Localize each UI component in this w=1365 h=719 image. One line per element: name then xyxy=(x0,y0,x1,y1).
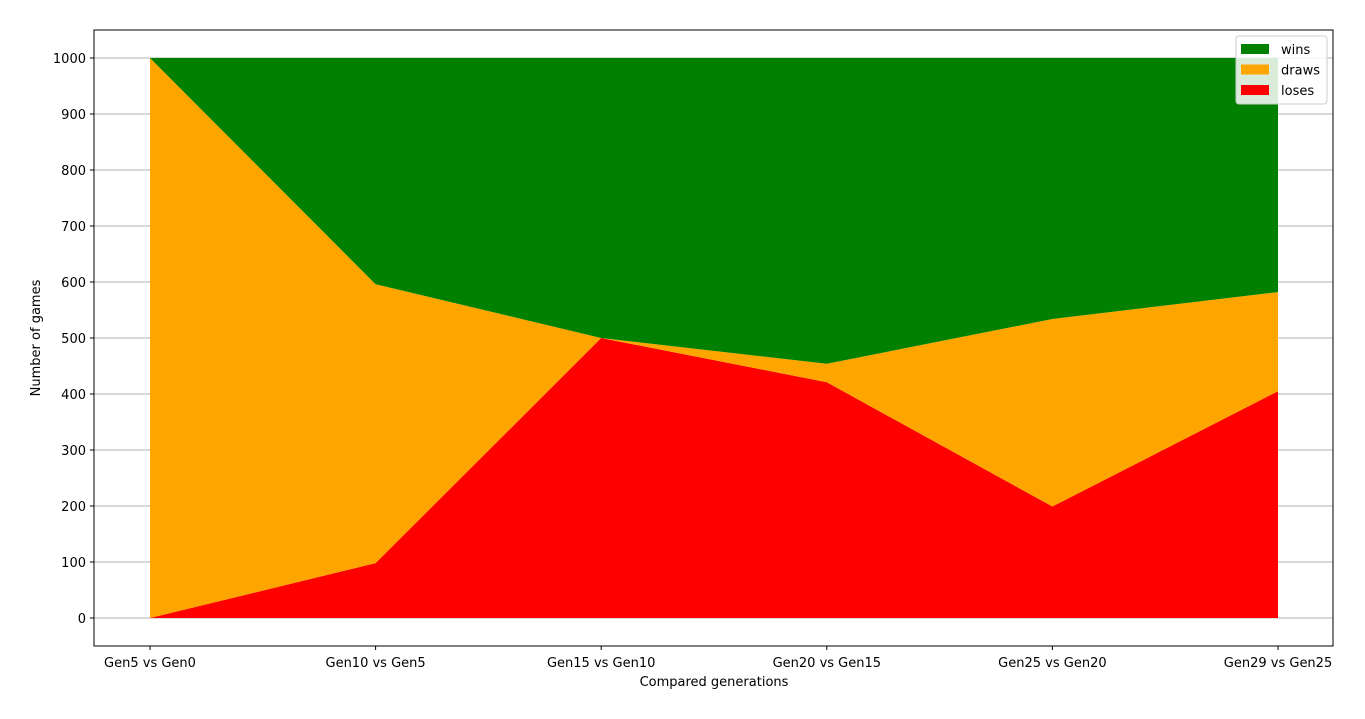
x-tick-label: Gen20 vs Gen15 xyxy=(773,656,881,671)
y-tick-label: 0 xyxy=(78,612,86,627)
y-tick-label: 500 xyxy=(61,332,86,347)
x-axis-title: Compared generations xyxy=(640,675,789,690)
area-series xyxy=(150,58,1278,618)
y-tick-label: 400 xyxy=(61,388,86,403)
legend-swatch-loses xyxy=(1241,85,1269,95)
y-axis: 0 100 200 300 400 500 600 700 800 900 1000 xyxy=(53,52,94,627)
x-tick-label: Gen5 vs Gen0 xyxy=(104,656,196,671)
legend: wins draws loses xyxy=(1235,35,1328,105)
x-tick-label: Gen10 vs Gen5 xyxy=(326,656,426,671)
area-wins xyxy=(150,58,1278,364)
y-tick-label: 200 xyxy=(61,500,86,515)
y-tick-label: 300 xyxy=(61,444,86,459)
y-axis-title: Number of games xyxy=(29,279,44,396)
y-tick-label: 600 xyxy=(61,276,86,291)
x-tick-label: Gen25 vs Gen20 xyxy=(998,656,1106,671)
x-axis: Gen5 vs Gen0 Gen10 vs Gen5 Gen15 vs Gen10 G… xyxy=(104,646,1332,671)
area-draws xyxy=(150,58,1278,618)
y-tick-label: 800 xyxy=(61,164,86,179)
x-tick-label: Gen29 vs Gen25 xyxy=(1224,656,1332,671)
legend-label-wins: wins xyxy=(1281,43,1310,58)
y-tick-label: 1000 xyxy=(53,52,86,67)
y-tick-label: 900 xyxy=(61,108,86,123)
legend-label-draws: draws xyxy=(1281,64,1320,79)
legend-swatch-wins xyxy=(1241,44,1269,54)
legend-label-loses: loses xyxy=(1281,84,1314,99)
area-loses xyxy=(150,338,1278,618)
x-tick-label: Gen15 vs Gen10 xyxy=(547,656,655,671)
legend-swatch-draws xyxy=(1241,64,1269,75)
y-tick-label: 100 xyxy=(61,556,86,571)
y-tick-label: 700 xyxy=(61,220,86,235)
